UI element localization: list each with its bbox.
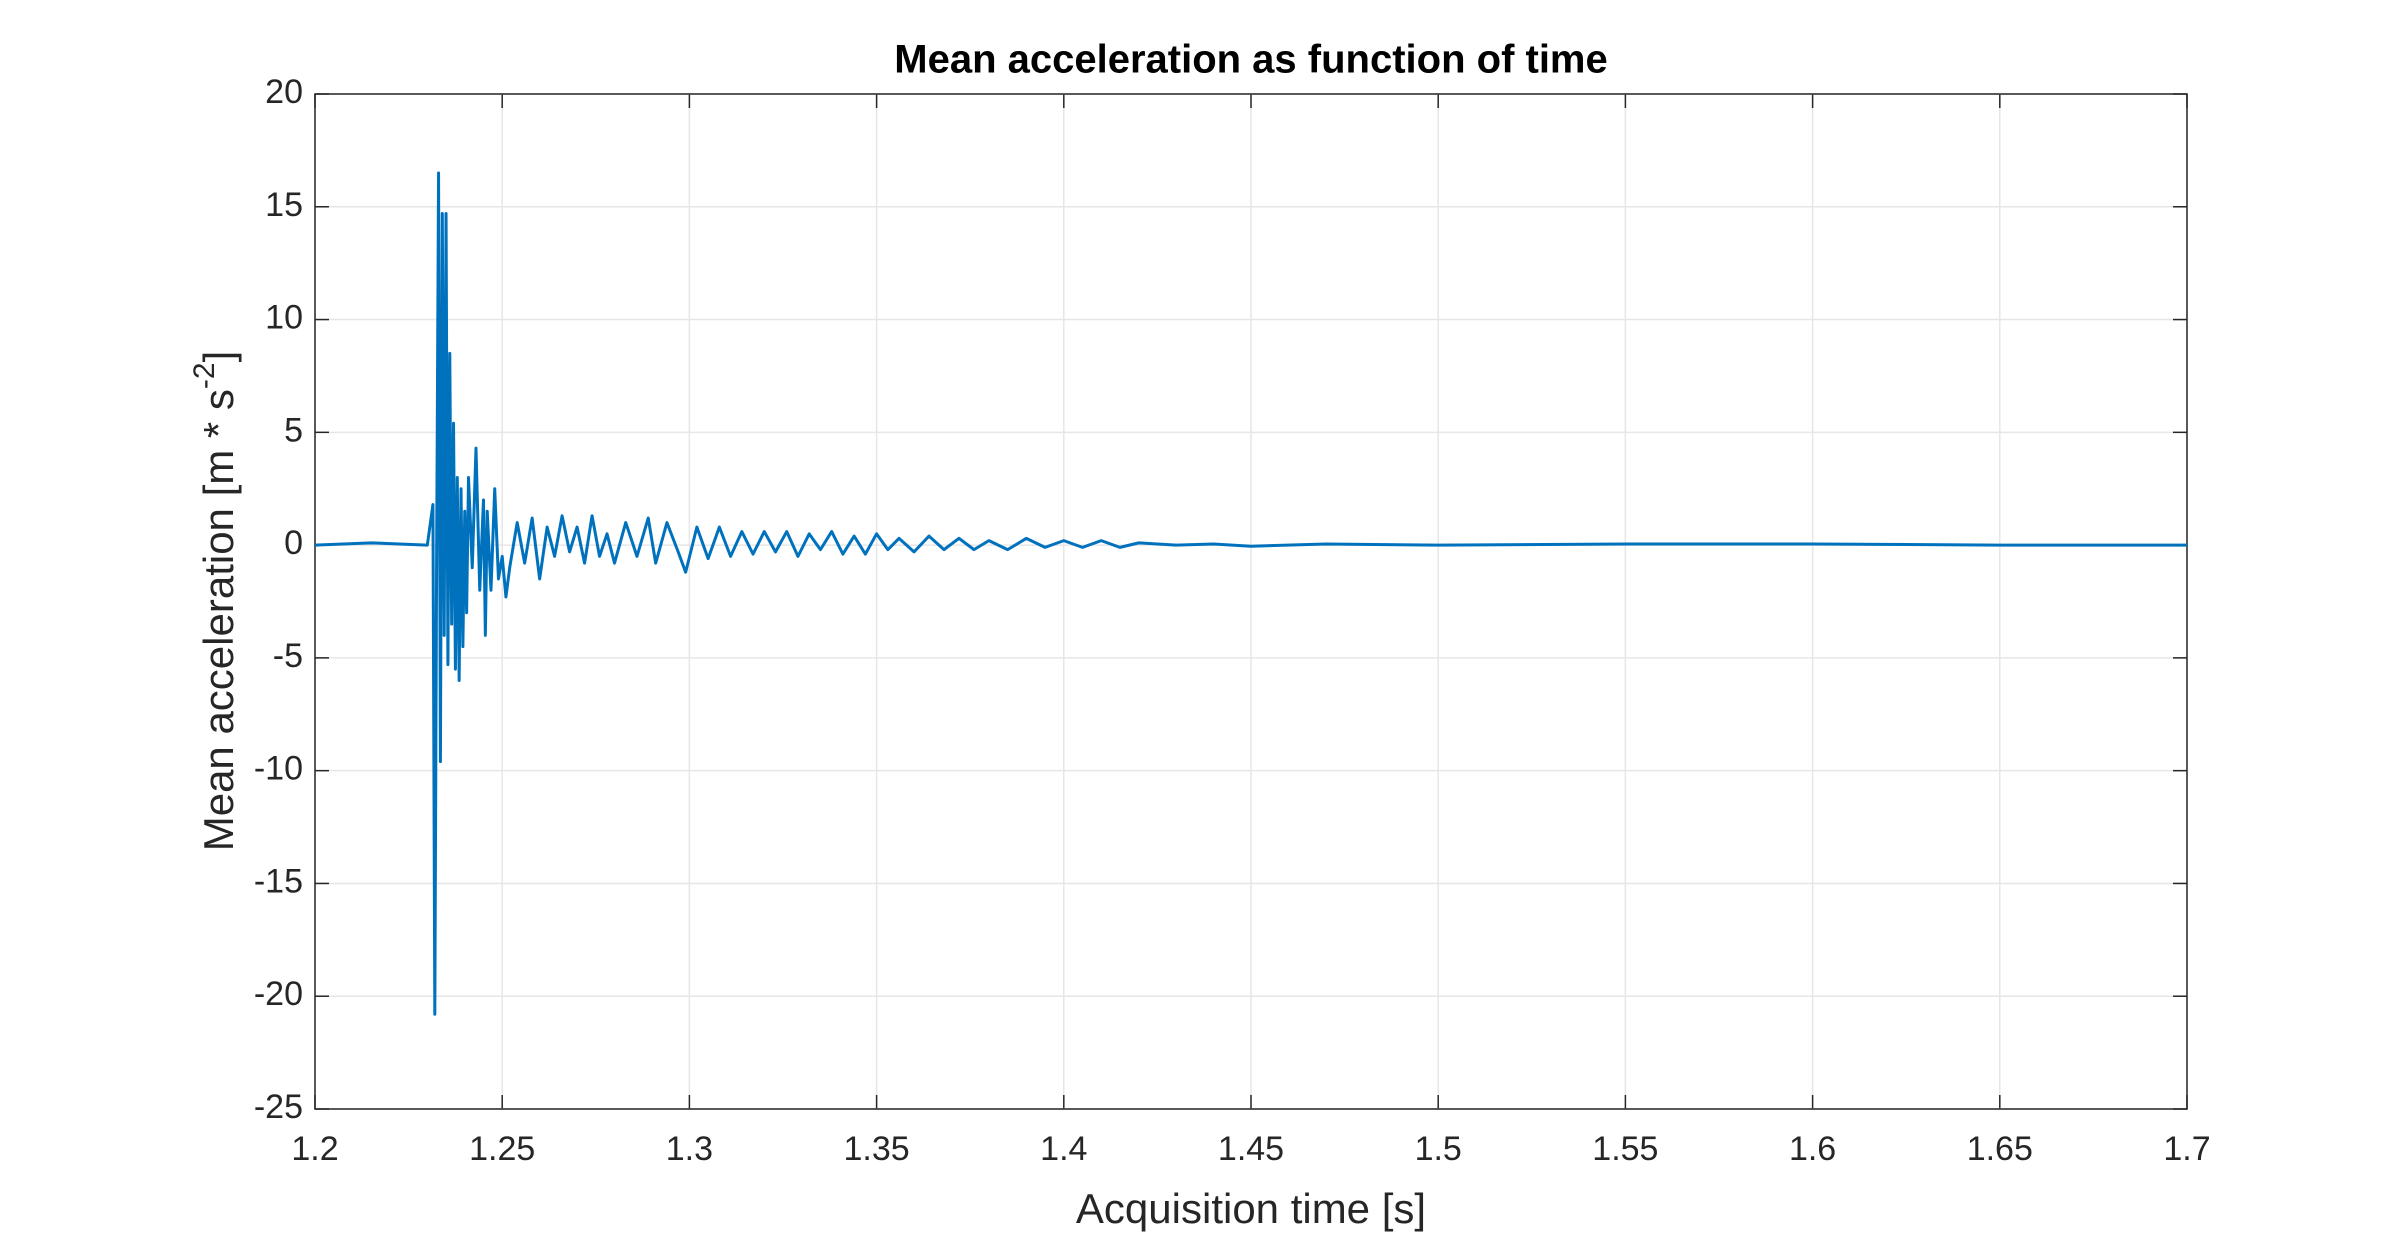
chart-title: Mean acceleration as function of time xyxy=(894,38,1608,82)
y-tick-label: 5 xyxy=(284,411,303,449)
y-tick-label: 10 xyxy=(265,299,303,337)
x-tick-label: 1.55 xyxy=(1592,1130,1658,1168)
x-axis-label: Acquisition time [s] xyxy=(1076,1185,1426,1232)
y-tick-label: -15 xyxy=(254,862,303,900)
x-tick-label: 1.7 xyxy=(2163,1130,2210,1168)
y-tick-label: -25 xyxy=(254,1088,303,1126)
x-tick-label: 1.3 xyxy=(666,1130,713,1168)
plot-frame xyxy=(314,93,2188,1110)
y-tick-label: 15 xyxy=(265,186,303,224)
y-axis-label: Mean acceleration [m * s-2] xyxy=(188,351,242,852)
y-axis-label-text: Mean acceleration [m * s xyxy=(195,389,242,851)
x-tick-label: 1.2 xyxy=(291,1130,338,1168)
y-tick-label: 20 xyxy=(265,73,303,111)
y-tick-label: 0 xyxy=(284,524,303,562)
x-tick-label: 1.25 xyxy=(469,1130,535,1168)
x-tick-label: 1.45 xyxy=(1218,1130,1284,1168)
y-axis-label-end: ] xyxy=(195,351,242,363)
x-tick-label: 1.5 xyxy=(1415,1130,1462,1168)
y-axis-label-sup: -2 xyxy=(188,362,221,389)
x-tick-label: 1.4 xyxy=(1040,1130,1087,1168)
data-line xyxy=(314,171,2187,1016)
x-tick-label: 1.35 xyxy=(844,1130,910,1168)
y-tick-label: -5 xyxy=(273,637,303,675)
y-tick-label: -20 xyxy=(254,975,303,1013)
y-tick-label: -10 xyxy=(254,750,303,788)
x-tick-label: 1.65 xyxy=(1967,1130,2033,1168)
x-tick-label: 1.6 xyxy=(1789,1130,1836,1168)
